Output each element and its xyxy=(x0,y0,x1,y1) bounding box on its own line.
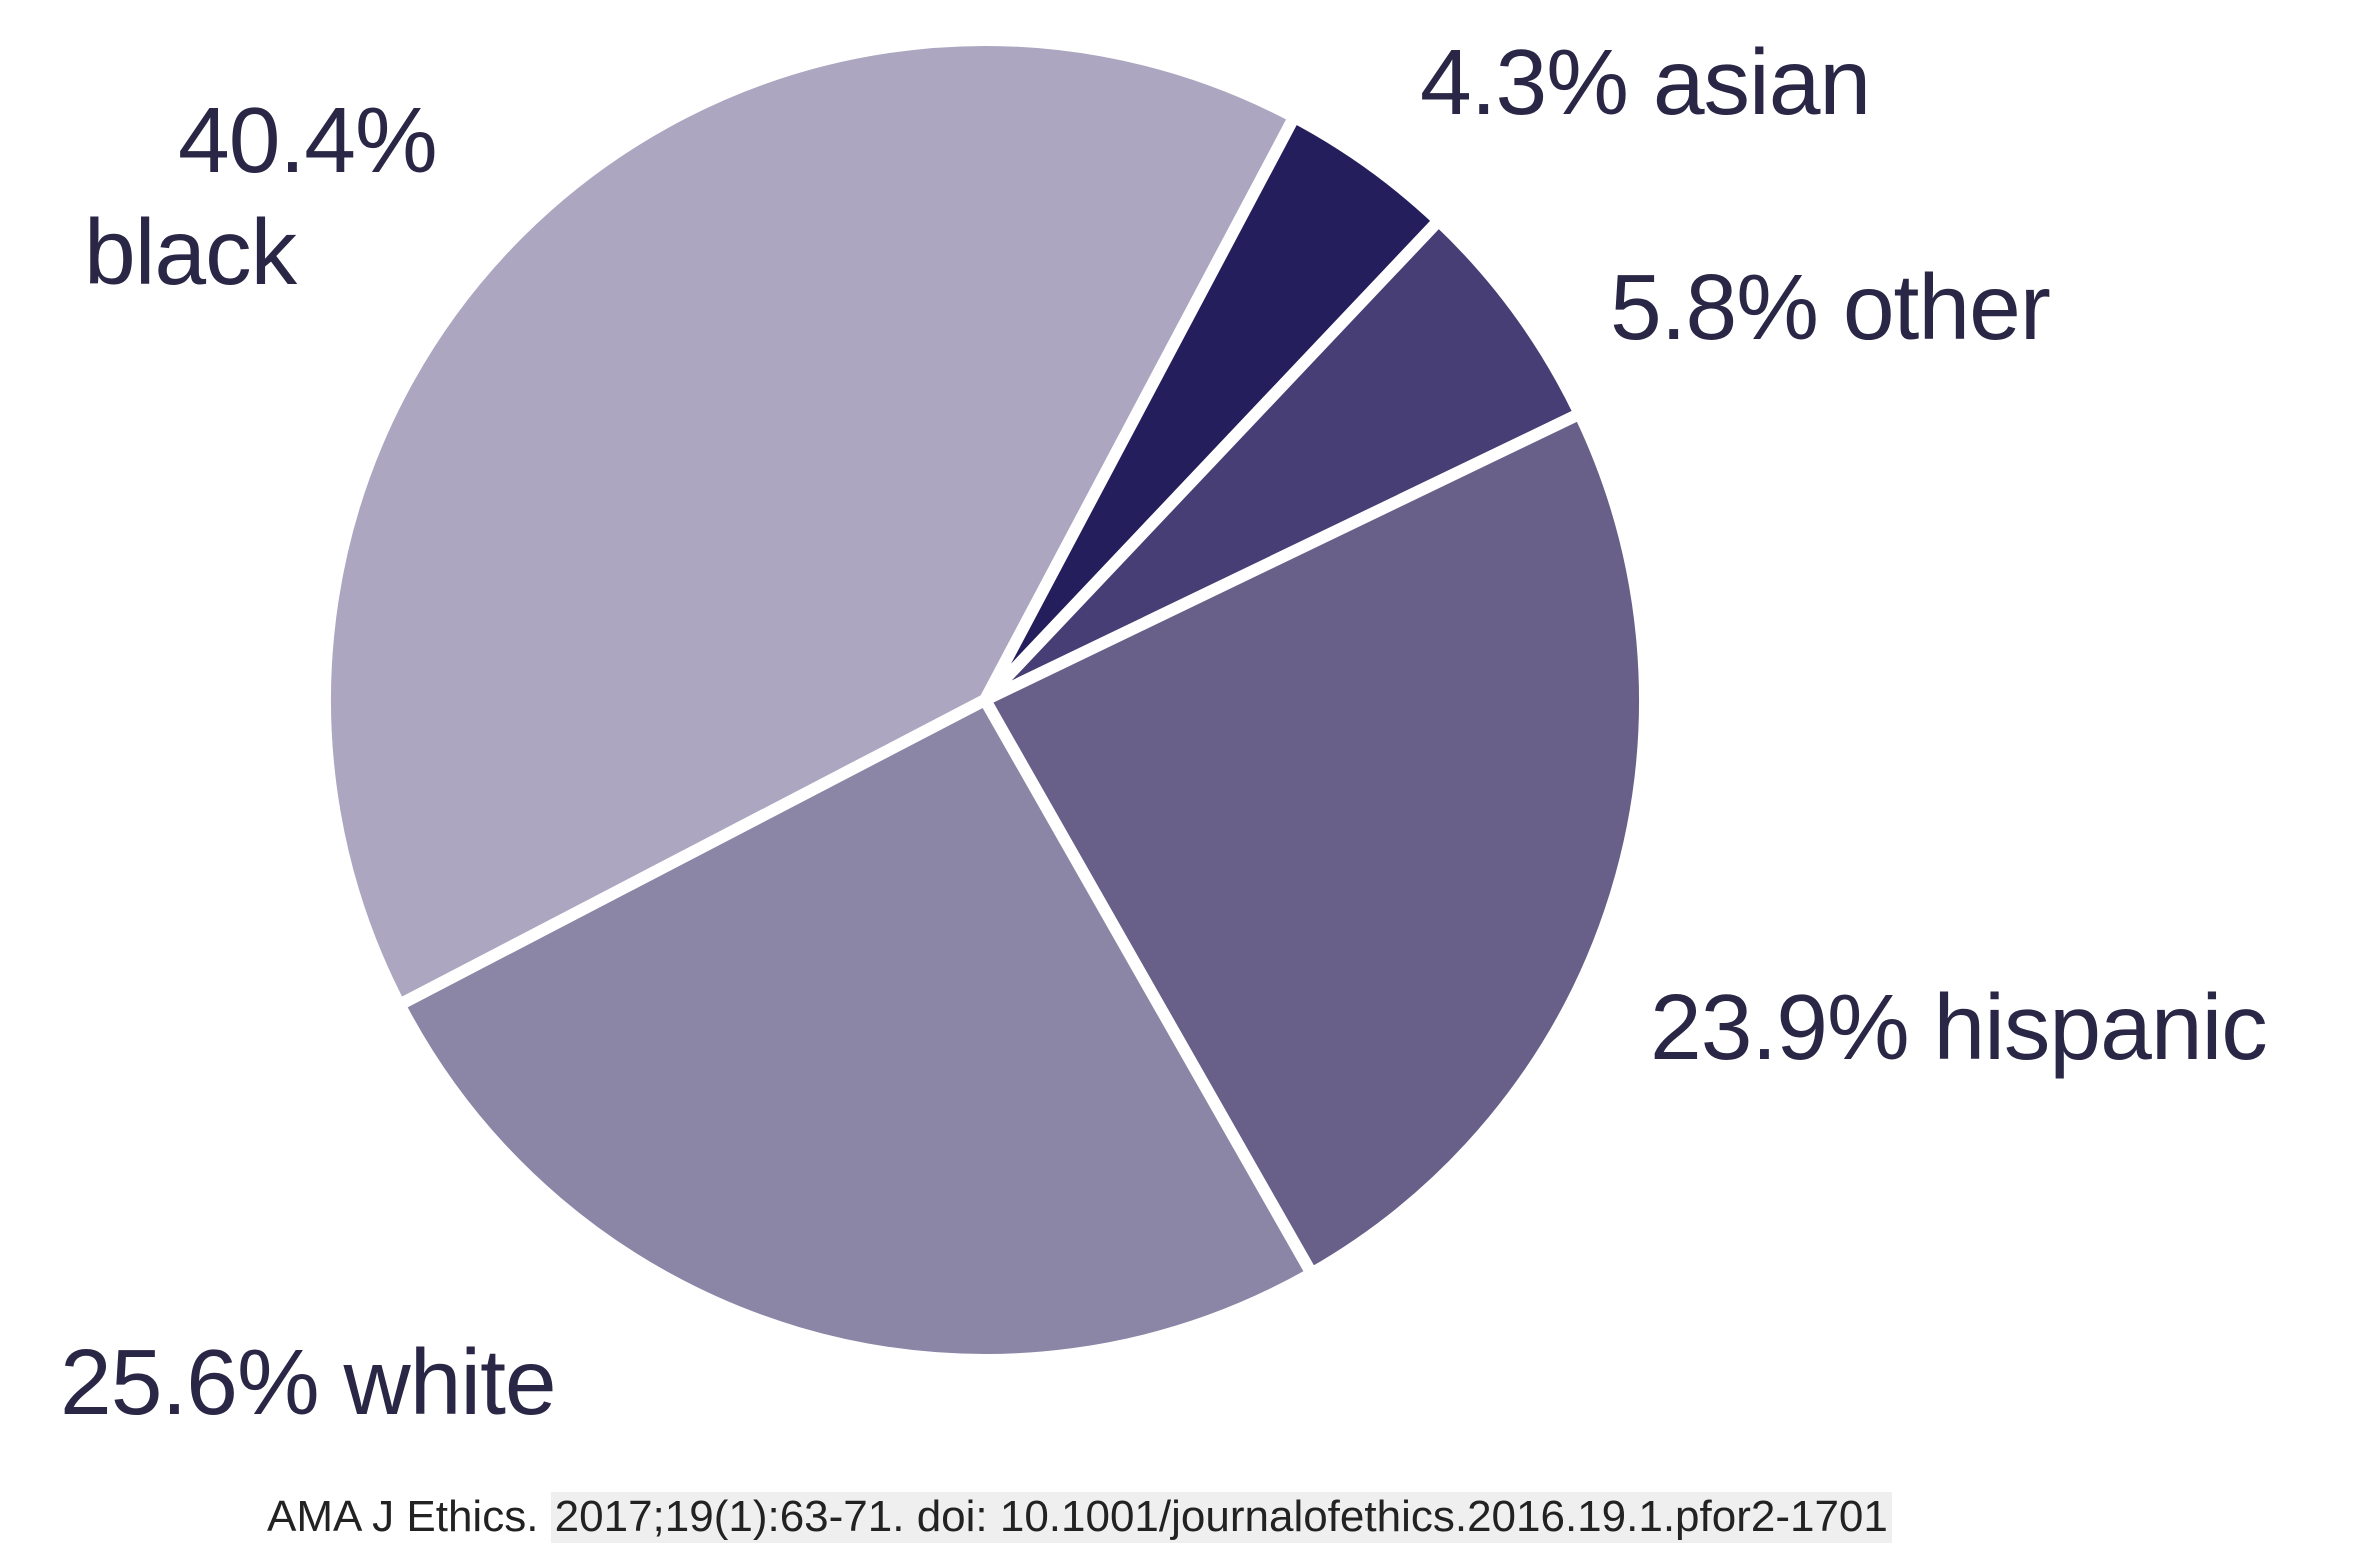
label-asian: 4.3% asian xyxy=(1420,30,1871,134)
label-other: 5.8% other xyxy=(1610,255,2051,359)
pie-slice-hispanic xyxy=(979,407,1651,1280)
citation: AMA J Ethics. 2017;19(1):63-71. doi: 10.… xyxy=(267,1492,1892,1543)
label-black-percent: 40.4% xyxy=(178,88,438,192)
pie-slice-white xyxy=(393,694,1318,1366)
label-black-name: black xyxy=(84,200,297,304)
label-white: 25.6% white xyxy=(60,1330,557,1434)
label-hispanic: 23.9% hispanic xyxy=(1650,975,2268,1079)
label-black: 40.4% xyxy=(178,88,438,192)
label-black-category: black xyxy=(84,200,297,304)
pie-slice-other xyxy=(979,214,1586,706)
citation-journal: AMA J Ethics. xyxy=(267,1492,539,1541)
pie-slice-black xyxy=(319,34,1301,1011)
citation-reference: 2017;19(1):63-71. doi: 10.1001/journalof… xyxy=(550,1492,1892,1543)
